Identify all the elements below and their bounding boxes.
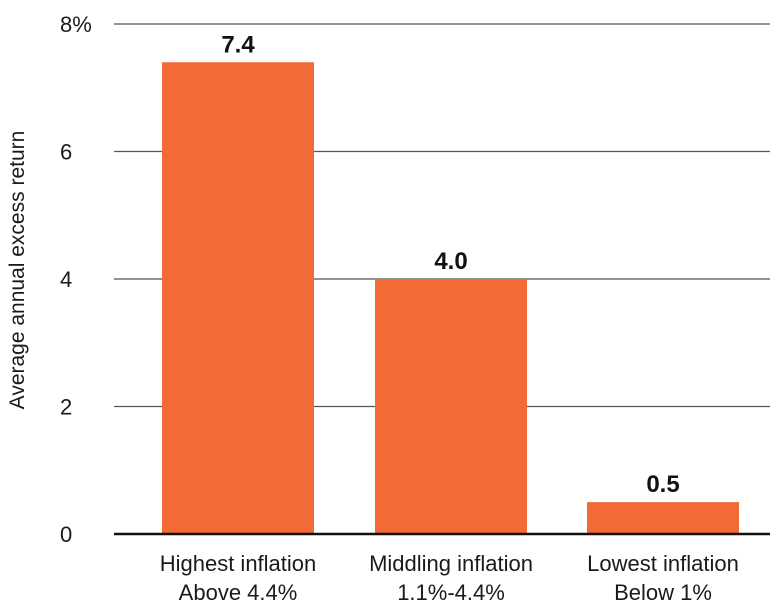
bar-2 <box>375 279 527 534</box>
bars <box>162 62 739 534</box>
x-category-label: Above 4.4% <box>179 580 298 605</box>
labels: 0 2 4 6 8% 7.4 Highest inflation Above 4.4% 4.0 M… <box>60 12 739 605</box>
x-category-label: Highest inflation <box>160 551 317 576</box>
y-tick-label: 8% <box>60 12 92 37</box>
y-tick-label: 4 <box>60 267 72 292</box>
y-axis-title: Average annual excess return <box>6 131 29 410</box>
y-tick-label: 0 <box>60 522 72 547</box>
x-category-label: Middling inflation <box>369 551 533 576</box>
bar-value-label: 7.4 <box>221 31 255 58</box>
bar-value-label: 4.0 <box>434 248 467 275</box>
y-tick-label: 6 <box>60 140 72 165</box>
y-tick-label: 2 <box>60 395 72 420</box>
x-category-label: Below 1% <box>614 580 712 605</box>
bar-1 <box>162 62 314 534</box>
x-category-label: Lowest inflation <box>587 551 739 576</box>
x-category-label: 1.1%-4.4% <box>397 580 505 605</box>
bar-3 <box>587 502 739 534</box>
bar-value-label: 0.5 <box>646 471 679 498</box>
